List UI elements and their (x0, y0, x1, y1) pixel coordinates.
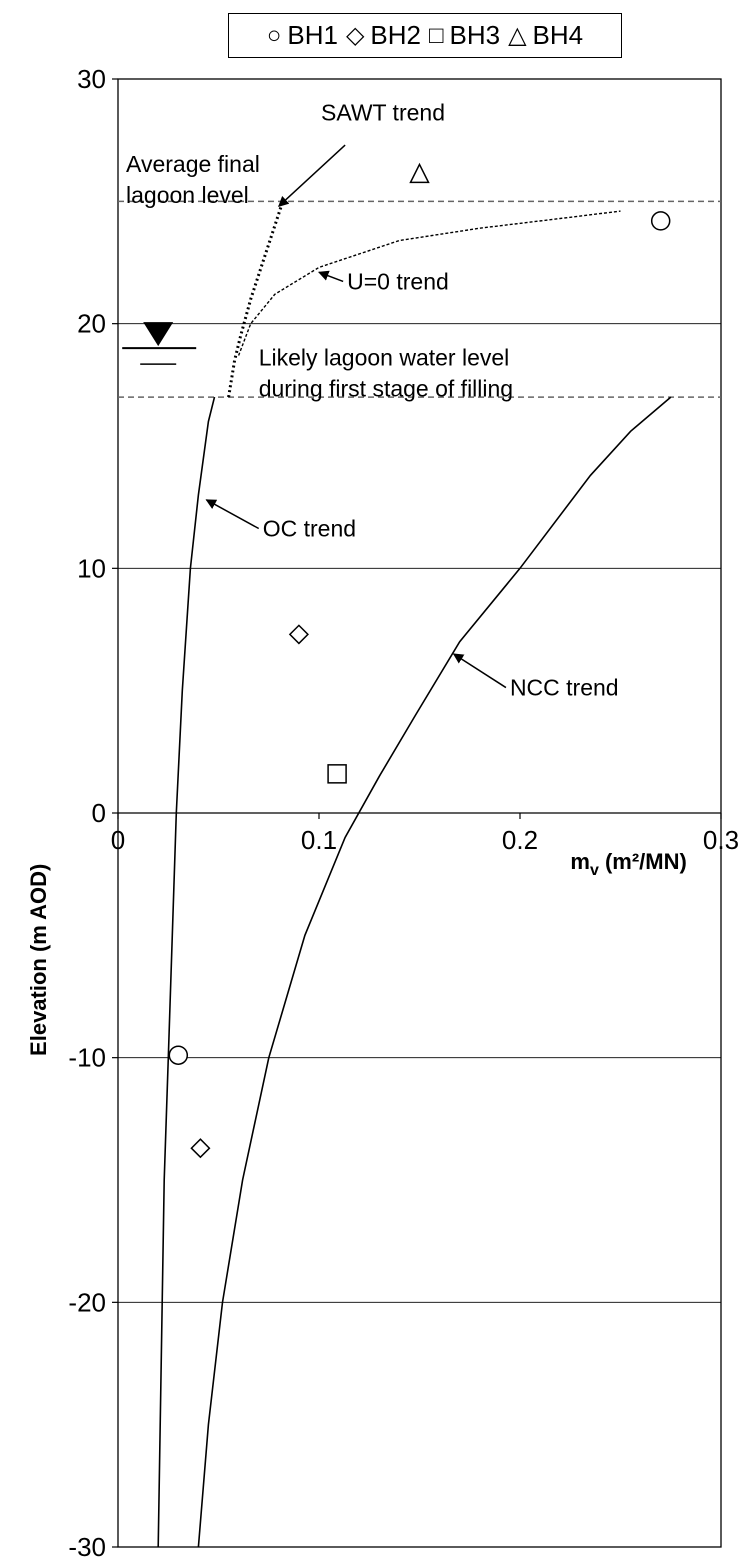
x-axis-title-part: m (570, 849, 590, 874)
legend-item-bh1: ○ BH1 (267, 20, 338, 51)
y-tick-label: -30 (68, 1532, 106, 1561)
annotation-arrow (318, 270, 344, 283)
x-axis-title-part: (m²/MN) (599, 849, 687, 874)
legend-label: BH3 (449, 20, 501, 50)
annotation-arrow (278, 144, 346, 207)
oc-trend-line (157, 396, 216, 1548)
y-tick-label: -20 (68, 1287, 106, 1317)
average-final-lagoon-level-annotation-line: lagoon level (126, 182, 249, 208)
legend-label: BH1 (287, 20, 338, 50)
legend-item-bh4: △ BH4 (508, 20, 583, 51)
y-axis-title: Elevation (m AOD) (26, 864, 51, 1056)
legend-item-bh3: □ BH3 (429, 20, 500, 51)
circle-marker-icon: ○ (266, 21, 282, 49)
bh2-point (190, 1138, 211, 1159)
u-0-trend-line (237, 210, 621, 356)
ncc-trend-line (197, 396, 672, 1548)
bh1-point (650, 211, 671, 231)
y-tick-label: 0 (92, 798, 106, 828)
legend-label: BH2 (370, 20, 421, 50)
u-0-trend-annotation: U=0 trend (347, 268, 449, 294)
x-tick-label: 0 (111, 825, 125, 855)
bh4-point (409, 162, 430, 184)
x-tick-label: 0.3 (703, 825, 739, 855)
legend: ○ BH1 ◇ BH2 □ BH3 △ BH4 (228, 13, 622, 58)
annotation-arrow (452, 653, 507, 689)
likely-lagoon-water-level-during-first-stage-of-filling-annotation-line: Likely lagoon water level (259, 344, 510, 370)
bh2-point (288, 624, 309, 645)
average-final-lagoon-level-annotation-line: Average final (126, 151, 260, 177)
average-final-lagoon-level-annotation: Average final lagoon level (126, 151, 260, 208)
y-tick-label: 20 (77, 309, 106, 339)
likely-lagoon-water-level-during-first-stage-of-filling-annotation: Likely lagoon water level during first st… (259, 344, 513, 401)
x-axis-title: mv (m²/MN) (570, 849, 686, 879)
triangle-marker-icon: △ (508, 21, 527, 49)
x-tick-label: 0.1 (301, 825, 337, 855)
square-marker-icon: □ (429, 21, 444, 49)
x-tick-label: 0.2 (502, 825, 538, 855)
bh3-point (327, 764, 347, 784)
sawt-trend-annotation: SAWT trend (321, 100, 445, 126)
y-tick-label: 30 (77, 64, 106, 94)
diamond-marker-icon: ◇ (345, 21, 365, 49)
oc-trend-annotation: OC trend (263, 516, 356, 542)
ncc-trend-annotation: NCC trend (510, 675, 619, 701)
water-table-icon (143, 322, 174, 347)
legend-label: BH4 (532, 20, 584, 50)
y-tick-label: -10 (68, 1043, 106, 1073)
sawt-trend-line (227, 200, 285, 398)
likely-lagoon-water-level-during-first-stage-of-filling-annotation-line: during first stage of filling (259, 375, 513, 401)
x-axis-title-subscript: v (590, 862, 599, 879)
bh1-point (168, 1045, 189, 1065)
legend-item-bh2: ◇ BH2 (346, 20, 421, 51)
y-tick-label: 10 (77, 553, 106, 583)
annotation-arrow (205, 499, 260, 530)
